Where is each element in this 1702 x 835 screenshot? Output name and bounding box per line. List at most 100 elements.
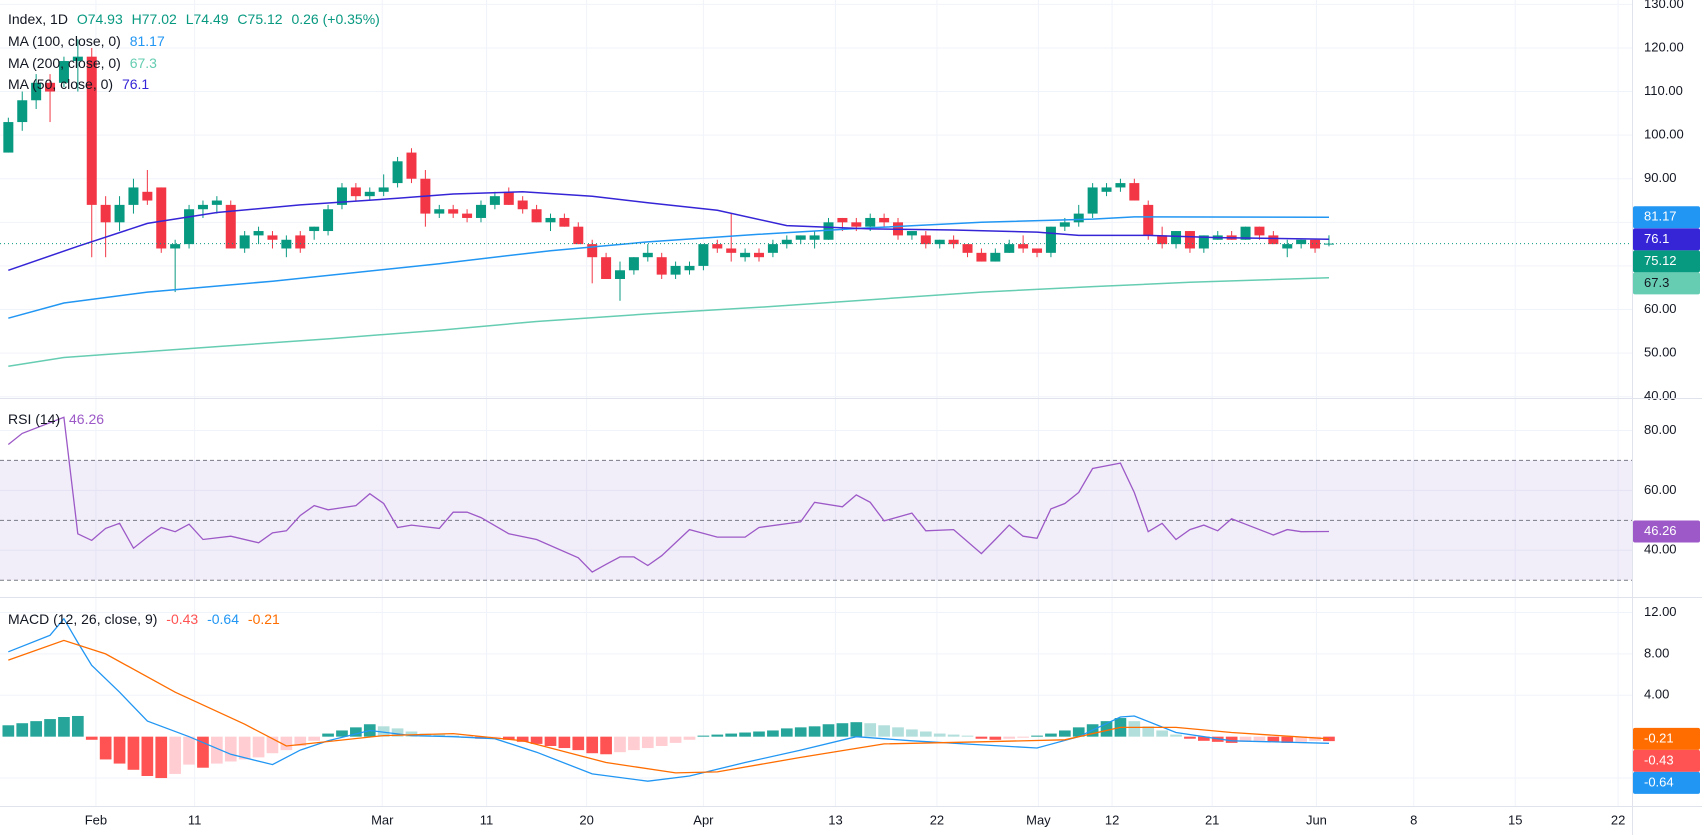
macd-value: -0.64	[207, 611, 240, 627]
candle-body	[295, 235, 306, 249]
histogram-bar	[183, 736, 195, 765]
histogram-bar	[1142, 726, 1155, 737]
candle-body	[156, 187, 167, 249]
candle-body	[323, 209, 334, 232]
candle-body	[837, 217, 848, 223]
candle-body	[1032, 248, 1043, 253]
candle-body	[1045, 226, 1056, 253]
macd-title: MACD (12, 26, close, 9)	[8, 611, 158, 627]
candle-body	[948, 239, 959, 245]
histogram-bar	[502, 736, 515, 740]
candle-body	[1059, 222, 1070, 227]
price-badge-label: -0.43	[1644, 752, 1674, 767]
ma-name: MA (100, close, 0)	[8, 33, 121, 49]
histogram-bar	[419, 733, 432, 737]
rsi-title: RSI (14)	[8, 411, 61, 427]
candle-body	[142, 191, 153, 201]
histogram-bar	[544, 736, 557, 746]
histogram-bar	[822, 724, 835, 737]
y-tick-label: 50.00	[1644, 345, 1677, 360]
moving-average-line	[8, 191, 1330, 272]
candle-body	[823, 222, 834, 240]
histogram-bar	[600, 736, 612, 755]
candle-body	[976, 252, 987, 262]
open-label: O74.93	[76, 11, 123, 27]
price-badge-label: 67.3	[1644, 275, 1669, 290]
candle-body	[1184, 231, 1195, 249]
ma-value: 81.17	[129, 33, 165, 49]
low-label: L74.49	[185, 11, 229, 27]
candle-body	[879, 217, 890, 223]
candle-body	[865, 217, 876, 227]
candle-body	[628, 257, 639, 271]
price-badge	[1633, 250, 1700, 273]
candle-body	[573, 226, 584, 245]
candle-body	[197, 204, 208, 210]
histogram-bar	[2, 725, 15, 737]
histogram-bar	[892, 727, 904, 737]
candle-body	[1254, 226, 1265, 236]
ma-value: 67.3	[129, 55, 157, 71]
candle-body	[670, 265, 681, 275]
histogram-bar	[836, 723, 849, 737]
histogram-bar	[1225, 736, 1238, 743]
price-badge	[1633, 228, 1700, 251]
histogram-bar	[558, 736, 571, 749]
histogram-bar	[280, 736, 293, 751]
histogram-bar	[224, 736, 237, 762]
histogram-bar	[99, 736, 112, 760]
candle-body	[1157, 235, 1168, 245]
candle-body	[31, 82, 42, 101]
candle-body	[72, 56, 83, 62]
candle-body	[364, 191, 375, 197]
candle-body	[1018, 244, 1029, 249]
histogram-bar	[1267, 736, 1280, 742]
histogram-bar	[169, 736, 181, 774]
histogram-bar	[58, 717, 70, 737]
histogram-bar	[197, 736, 209, 768]
rsi-legend: RSI (14) 46.26	[8, 409, 109, 429]
candle-body	[1129, 183, 1140, 201]
x-tick-label: May	[1026, 812, 1051, 827]
candle-body	[1004, 244, 1015, 253]
candle-body	[100, 204, 111, 223]
candle-body	[170, 244, 181, 249]
x-tick-label: 22	[930, 812, 944, 827]
x-tick-label: Apr	[693, 812, 714, 827]
candle-body	[601, 257, 612, 279]
candle-body	[211, 200, 222, 205]
price-badge	[1633, 727, 1700, 750]
candle-body	[86, 56, 97, 205]
ma-legend: MA (100, close, 0) 81.17	[8, 31, 170, 51]
histogram-value: -0.43	[166, 611, 199, 627]
macd-legend: MACD (12, 26, close, 9) -0.43 -0.64 -0.2…	[8, 609, 285, 629]
candle-body	[1073, 213, 1084, 223]
histogram-bar	[113, 736, 126, 764]
histogram-bar	[586, 736, 599, 754]
ma-name: MA (200, close, 0)	[8, 55, 121, 71]
histogram-bar	[711, 734, 724, 737]
histogram-bar	[1156, 730, 1168, 737]
histogram-bar	[767, 730, 779, 737]
candle-body	[475, 204, 486, 218]
histogram-bar	[628, 736, 640, 751]
moving-average-line	[8, 216, 1330, 319]
candle-body	[1282, 244, 1293, 249]
candle-body	[920, 235, 931, 245]
histogram-bar	[44, 719, 56, 737]
x-tick-label: 12	[1105, 812, 1119, 827]
histogram-bar	[919, 731, 932, 737]
candle-body	[1240, 226, 1251, 240]
x-tick-label: 21	[1205, 812, 1219, 827]
candle-body	[503, 191, 514, 205]
price-badge-label: 76.1	[1644, 231, 1669, 246]
price-badge	[1633, 520, 1700, 543]
candle-body	[309, 226, 320, 232]
histogram-bar	[878, 725, 890, 737]
price-badge-label: -0.21	[1644, 730, 1674, 745]
candle-body	[1171, 231, 1182, 245]
histogram-bar	[1100, 721, 1113, 737]
histogram-bar	[30, 721, 42, 737]
candle-body	[253, 231, 264, 236]
